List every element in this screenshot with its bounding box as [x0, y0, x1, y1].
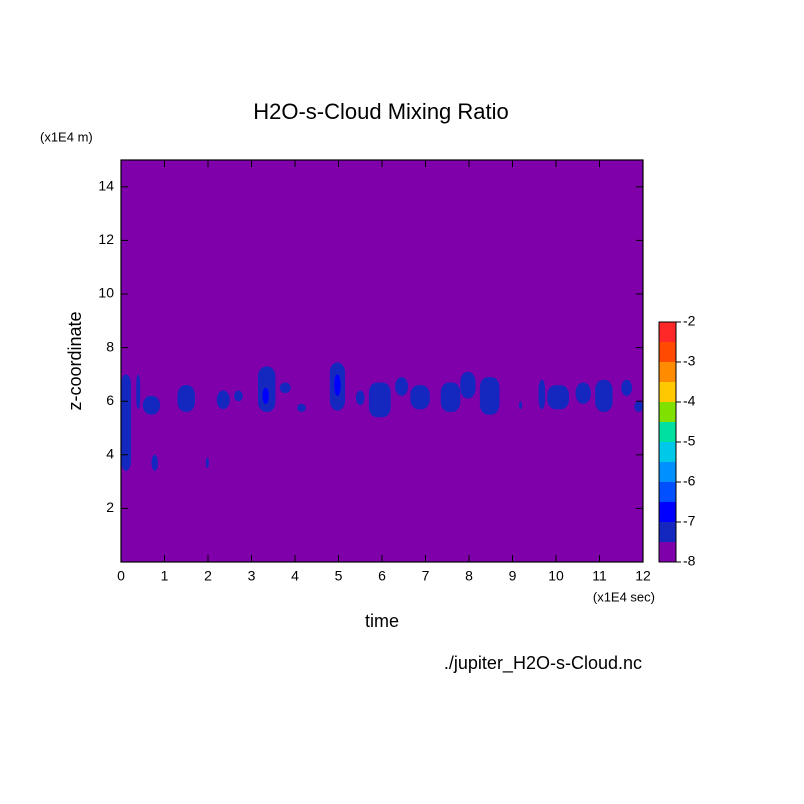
contour-region: [205, 457, 209, 469]
x-tick-label: 9: [509, 568, 517, 584]
colorbar-band: [659, 382, 676, 402]
y-tick-label: 10: [98, 285, 114, 301]
colorbar-band: [659, 362, 676, 382]
colorbar-band: [659, 422, 676, 442]
contour-region: [136, 374, 141, 410]
contour-region: [216, 390, 230, 410]
colorbar-tick-label: -4: [683, 393, 696, 409]
field-background: [121, 160, 643, 562]
contour-region: [547, 385, 570, 410]
x-tick-label: 1: [161, 568, 169, 584]
y-tick-label: 6: [106, 392, 114, 408]
colorbar-band: [659, 522, 676, 542]
contour-region: [440, 382, 461, 412]
contour-region: [355, 390, 365, 406]
contour-region: [479, 377, 500, 415]
colorbar-band: [659, 502, 676, 522]
x-tick-label: 4: [291, 568, 299, 584]
y-tick-label: 12: [98, 231, 114, 247]
x-tick-label: 5: [335, 568, 343, 584]
source-label: ./jupiter_H2O-s-Cloud.nc: [444, 653, 642, 674]
y-tick-label: 8: [106, 338, 114, 354]
contour-region: [395, 377, 409, 396]
contour-region: [410, 385, 430, 410]
colorbar-band: [659, 482, 676, 502]
x-tick-label: 6: [378, 568, 386, 584]
x-tick-label: 0: [117, 568, 125, 584]
chart-title: H2O-s-Cloud Mixing Ratio: [253, 99, 509, 124]
y-axis-label: z-coordinate: [65, 311, 85, 410]
contour-region: [234, 390, 243, 402]
contour-region: [151, 454, 158, 471]
colorbar-band: [659, 442, 676, 462]
x-axis-label: time: [365, 611, 399, 631]
contour-region: [595, 379, 613, 412]
contour-region: [121, 374, 132, 471]
contour-region: [575, 382, 591, 404]
contour-region: [519, 401, 523, 410]
y-tick-label: 14: [98, 178, 114, 194]
colorbar-band: [659, 462, 676, 482]
x-tick-label: 8: [465, 568, 473, 584]
x-unit: (x1E4 sec): [593, 589, 655, 604]
colorbar-band: [659, 402, 676, 422]
x-tick-label: 3: [248, 568, 256, 584]
contour-region: [538, 379, 546, 410]
x-tick-label: 12: [635, 568, 651, 584]
colorbar-tick-label: -6: [683, 473, 696, 489]
x-tick-label: 10: [548, 568, 564, 584]
y-tick-label: 2: [106, 499, 114, 515]
colorbar-band: [659, 322, 676, 342]
colorbar-tick-label: -3: [683, 353, 696, 369]
colorbar-tick-label: -8: [683, 553, 696, 569]
colorbar-band: [659, 342, 676, 362]
y-tick-label: 4: [106, 446, 114, 462]
contour-region: [334, 374, 341, 396]
contour-region: [142, 395, 161, 415]
y-unit: (x1E4 m): [40, 129, 93, 144]
contour-region: [634, 401, 643, 412]
x-tick-label: 11: [592, 568, 607, 584]
colorbar-band: [659, 542, 676, 562]
contour-region: [262, 387, 269, 404]
contour-region: [460, 371, 476, 399]
contour-region: [279, 382, 291, 394]
contour-region: [177, 385, 195, 412]
x-tick-label: 7: [422, 568, 430, 584]
colorbar-tick-label: -5: [683, 433, 696, 449]
x-tick-label: 2: [204, 568, 212, 584]
colorbar-tick-label: -2: [683, 313, 696, 329]
contour-region: [621, 379, 633, 396]
contour-region: [297, 403, 306, 412]
colorbar-tick-label: -7: [683, 513, 696, 529]
contour-region: [368, 382, 391, 418]
